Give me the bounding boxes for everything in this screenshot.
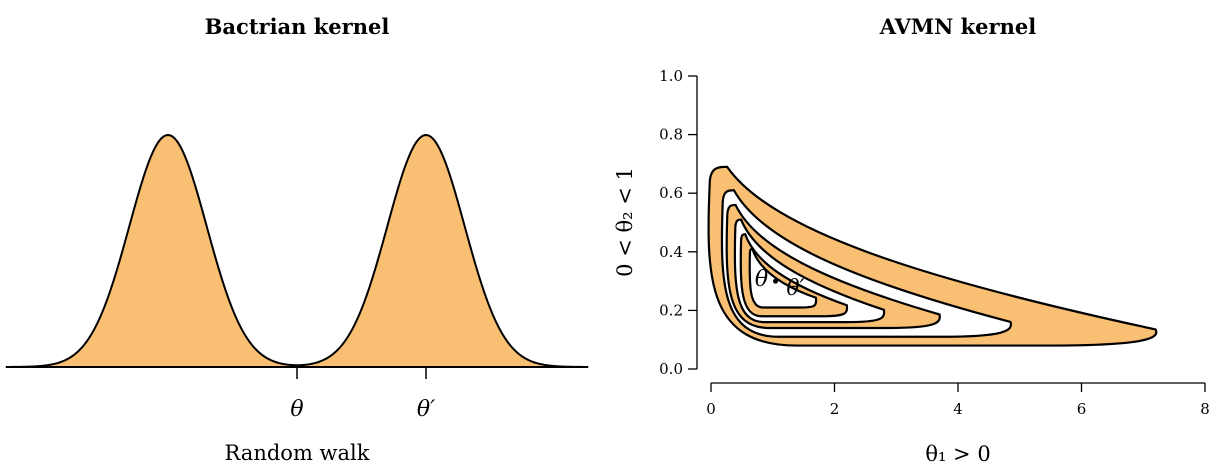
avmn-xlabel: θ₁ > 0 (925, 442, 990, 466)
avmn-y-tick-label-1: 0.2 (659, 301, 683, 319)
avmn-panel: AVMN kernel 0.0 0.2 0.4 0.6 0.8 1.0 0 2 4 6 8 θ θ′… (613, 14, 1210, 466)
avmn-y-tick-label-0: 0.0 (659, 360, 683, 378)
avmn-y-tick-label-3: 0.6 (659, 184, 683, 202)
bactrian-xlabel: Random walk (225, 441, 370, 465)
bactrian-panel: Bactrian kernel θ θ′ Random walk (5, 14, 589, 465)
avmn-ylabel: 0 < θ₂ < 1 (613, 167, 637, 277)
avmn-y-tick-label-4: 0.8 (659, 126, 683, 144)
avmn-contours (707, 165, 1158, 347)
bactrian-title: Bactrian kernel (205, 14, 390, 39)
avmn-point-theta (773, 278, 779, 284)
avmn-point-theta-label: θ (755, 267, 768, 292)
avmn-title: AVMN kernel (879, 14, 1036, 39)
bactrian-tick-label-theta: θ (290, 397, 303, 422)
bactrian-density-area (5, 133, 589, 368)
avmn-x-tick-label-1: 2 (830, 400, 840, 418)
avmn-y-tick-label-2: 0.4 (659, 243, 683, 261)
bactrian-tick-label-theta-prime: θ′ (417, 397, 435, 422)
avmn-x-tick-label-4: 8 (1200, 400, 1210, 418)
avmn-x-tick-label-0: 0 (706, 400, 716, 418)
avmn-x-tick-label-3: 6 (1077, 400, 1087, 418)
avmn-point-theta-prime-label: θ′ (786, 276, 804, 301)
avmn-contour-6 (748, 247, 818, 309)
avmn-axes: 0.0 0.2 0.4 0.6 0.8 1.0 0 2 4 6 8 (659, 67, 1210, 418)
avmn-x-tick-label-2: 4 (953, 400, 963, 418)
avmn-y-tick-label-5: 1.0 (659, 67, 683, 85)
